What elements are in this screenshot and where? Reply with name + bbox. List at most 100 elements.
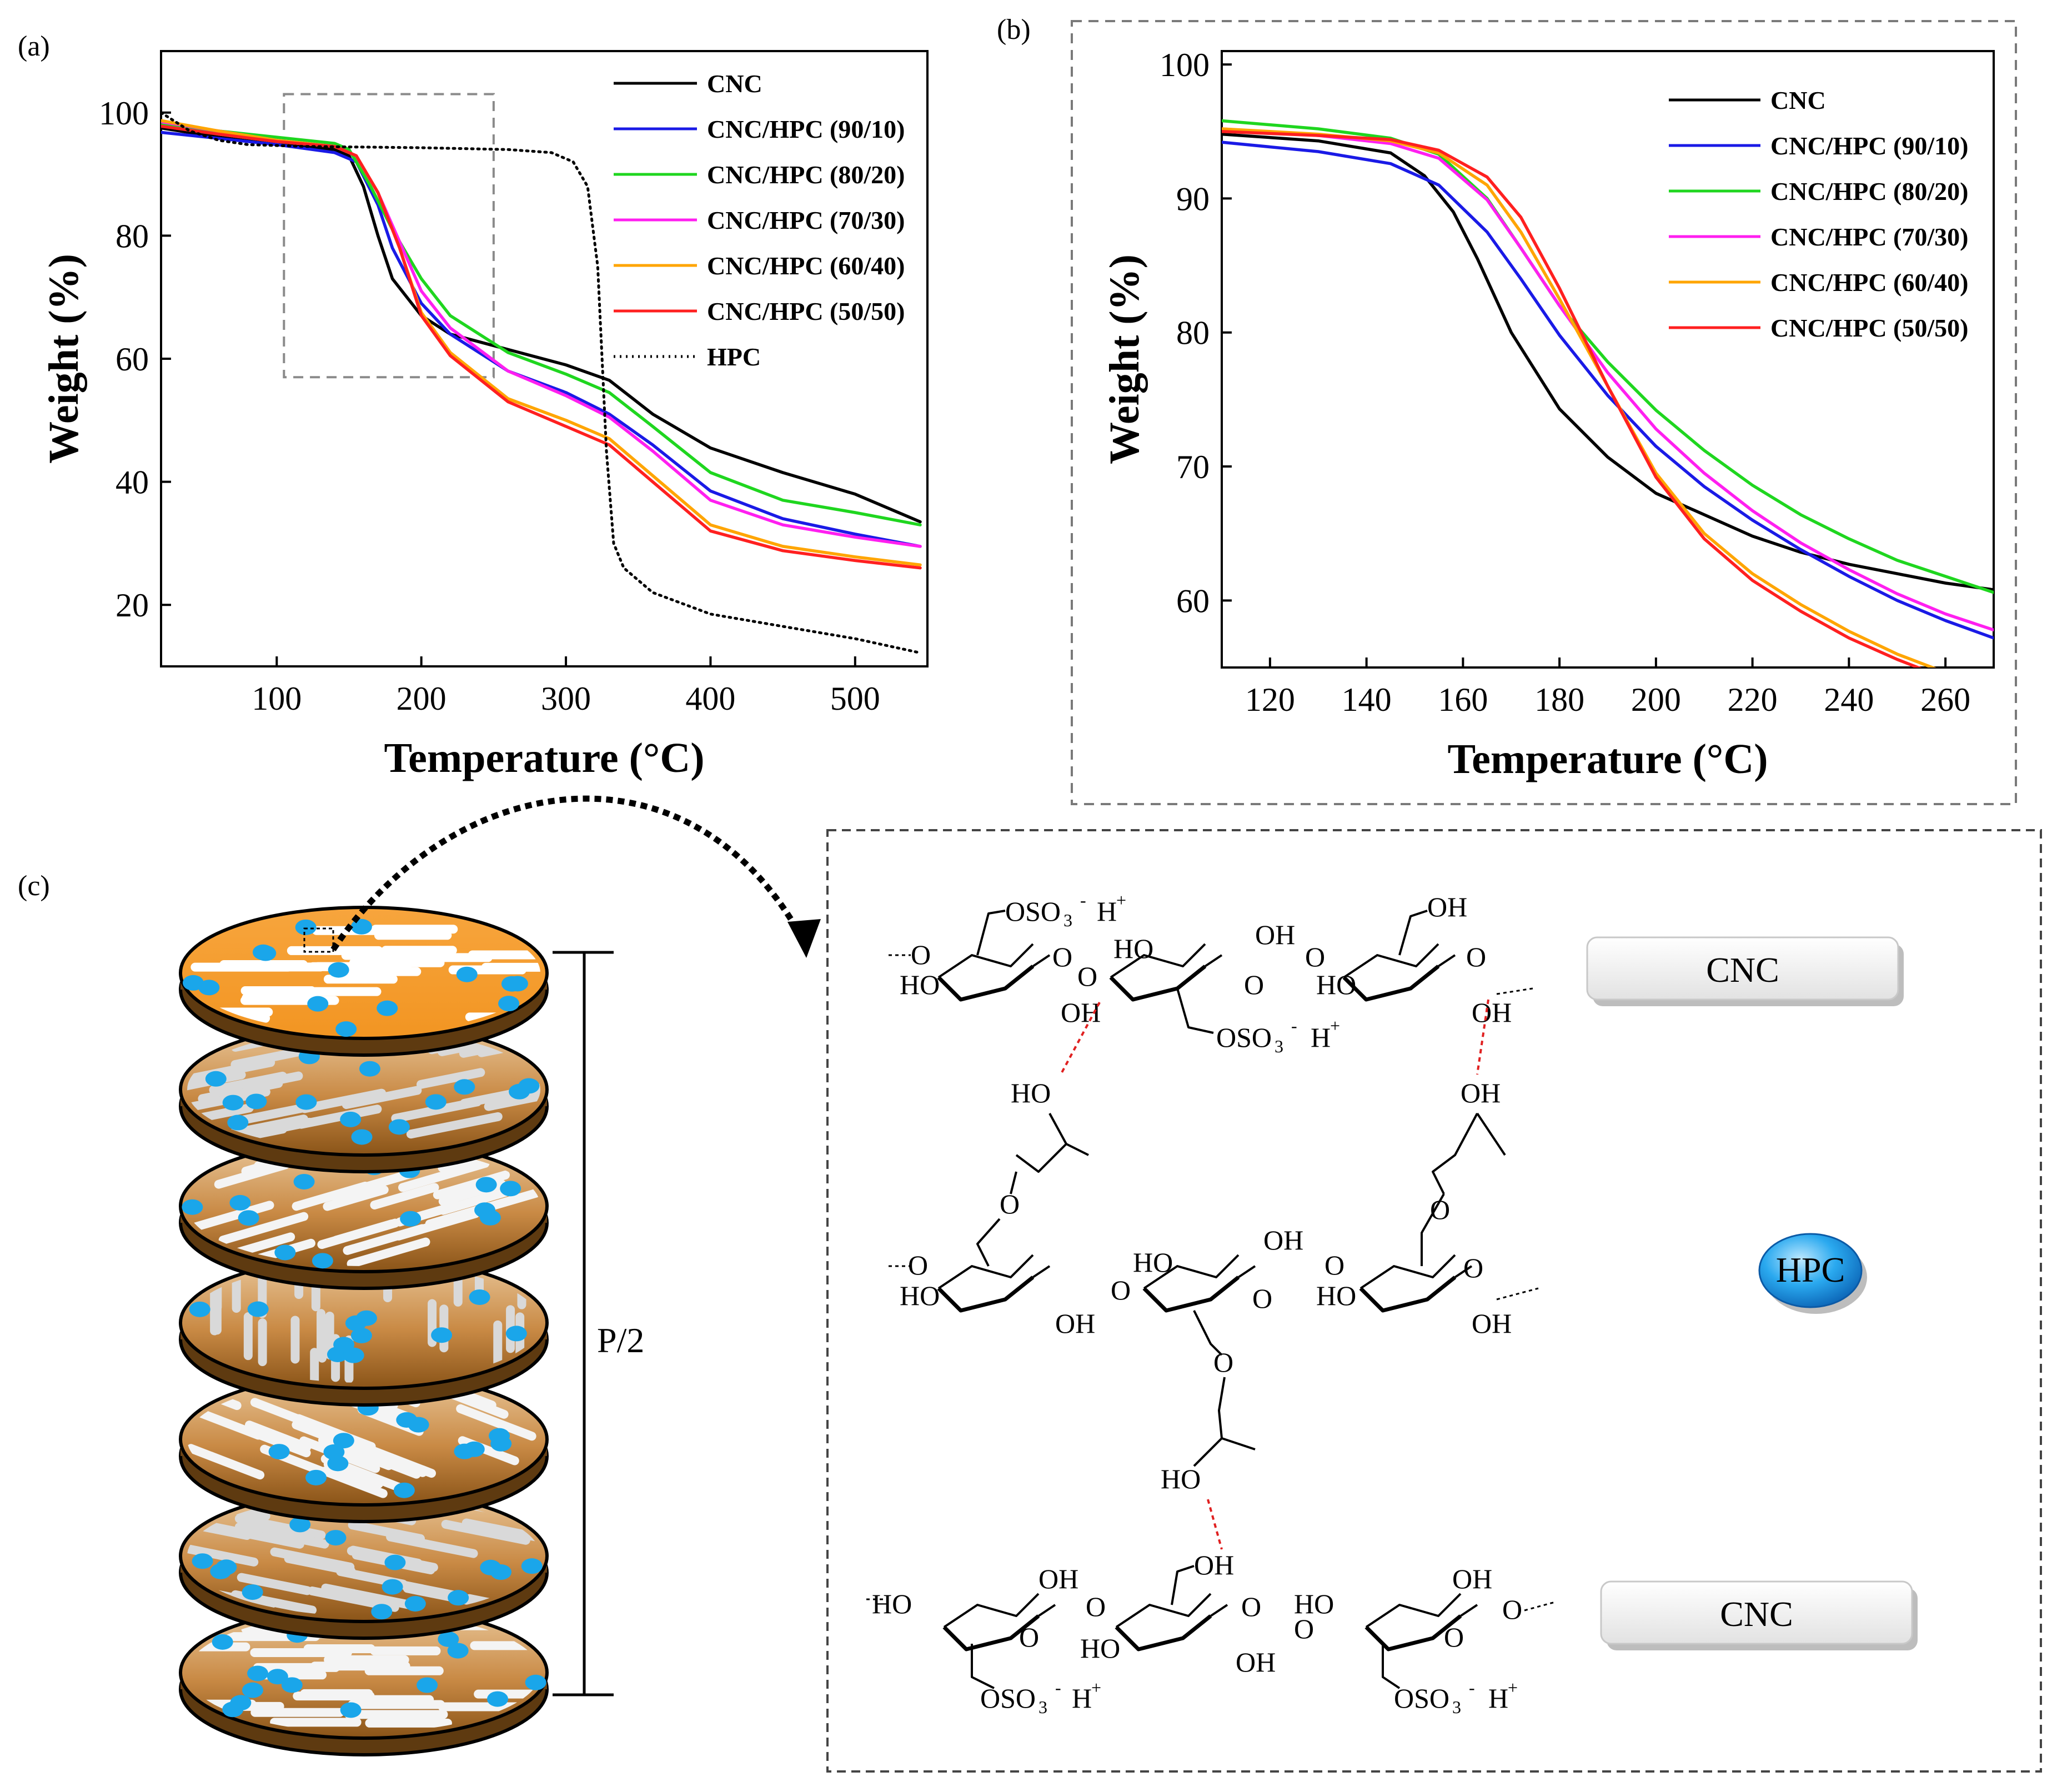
chem-oh: OH: [1263, 1224, 1303, 1256]
cnc-rod: [323, 1185, 389, 1211]
chem-ho: HO: [1080, 1633, 1120, 1664]
hpc-dot: [222, 1701, 244, 1718]
chem-o: O: [1000, 1188, 1020, 1219]
hpc-dot: [359, 1061, 380, 1077]
bond: [971, 1644, 995, 1689]
charta-x-axis-title: Temperature (°C): [384, 735, 704, 781]
chem-sup: -: [1080, 890, 1086, 910]
hpc-dot: [479, 1209, 501, 1226]
chem-oh: OH: [1452, 1563, 1492, 1594]
cnc-label-top: CNC: [1706, 950, 1779, 990]
chem-ho: HO: [1294, 1588, 1334, 1619]
chartb-y-axis-title: Weight (%): [1101, 254, 1148, 464]
bond: [1221, 1437, 1256, 1450]
hpc-dot: [222, 1095, 244, 1111]
hpc-dot: [384, 1554, 406, 1570]
cnc-rod: [187, 1070, 246, 1094]
pitch-scale-bar: P/2: [553, 951, 644, 1696]
hpc-dot: [525, 1674, 546, 1690]
cnc-legend-top: CNC: [1586, 936, 1904, 1006]
chartb-x-axis-title: Temperature (°C): [1447, 736, 1768, 782]
charta-legend-label: CNC/HPC (90/10): [707, 115, 905, 143]
layer-stack: [179, 906, 549, 1756]
chem-o-link: O: [1111, 1274, 1131, 1306]
cnc-rod: [332, 1219, 396, 1245]
chem-ho: HO: [872, 1588, 912, 1619]
cnc-rod: [250, 1398, 329, 1434]
bond: [1365, 1593, 1462, 1628]
charta-legend-label: CNC/HPC (60/40): [707, 252, 905, 280]
cnc-rod: [209, 1071, 287, 1095]
cnc-rod: [365, 1445, 437, 1478]
hpc-dot: [295, 1094, 317, 1110]
cnc-rod: [187, 1444, 265, 1480]
hpc-dot: [267, 1669, 288, 1685]
chem-sub: 3: [1452, 1697, 1461, 1717]
chem-oh: OH: [1472, 1308, 1512, 1339]
charta-series-cnc-hpc-80-20: [161, 123, 922, 526]
charta-y-axis-title: Weight (%): [41, 254, 87, 464]
stack-layer: [179, 1489, 549, 1640]
hpc-dot: [268, 1444, 290, 1460]
bond: [1359, 1254, 1456, 1289]
cnc-rod: [343, 1224, 427, 1255]
chartb-legend-label: CNC: [1770, 86, 1826, 114]
hpc-dot: [351, 1129, 373, 1145]
cnc-rod: [398, 1159, 490, 1192]
hpc-dot: [242, 1584, 263, 1600]
cnc-rod: [292, 1181, 370, 1211]
cnc-rod: [417, 1068, 485, 1089]
hpc-dot: [475, 1177, 497, 1193]
zoom-arrow: [330, 795, 808, 952]
chartb-x-tick-label: 240: [1824, 681, 1874, 718]
chartb-x-tick-label: 260: [1920, 681, 1970, 718]
cnc-rod: [386, 1532, 478, 1558]
hpc-dot: [289, 1517, 311, 1533]
charta-zoom-region: [283, 93, 495, 379]
chem-ho: HO: [1316, 1280, 1356, 1311]
chem-o-link: O: [1305, 941, 1325, 972]
cnc-label-bottom: CNC: [1720, 1594, 1793, 1634]
chem-oso3: OSO: [1216, 1022, 1272, 1053]
charta-legend-label: CNC/HPC (70/30): [707, 206, 905, 234]
cnc-rod: [484, 1087, 540, 1111]
chartb-y-tick-label: 80: [1176, 315, 1210, 352]
bond: [976, 910, 1006, 956]
zoom-source-box: [303, 927, 334, 953]
hpc-dot: [281, 1677, 303, 1693]
hpc-label: HPC: [1776, 1250, 1845, 1289]
hpc-dot: [400, 1211, 422, 1227]
cnc-rod: [188, 1406, 263, 1440]
charta-y-tick-label: 100: [99, 95, 149, 132]
hpc-legend: HPC: [1758, 1233, 1867, 1314]
hpc-dot: [350, 1327, 372, 1343]
charta-series-cnc-hpc-50-50: [161, 124, 922, 570]
chartb-legend-label: CNC/HPC (80/20): [1770, 177, 1968, 205]
chem-oso3: OSO: [1394, 1683, 1449, 1714]
charta-y-tick-label: 40: [116, 464, 149, 501]
chem-oh: OH: [1038, 1563, 1078, 1594]
cnc-rod: [230, 1047, 304, 1069]
chartb-x-tick-label: 120: [1245, 681, 1295, 718]
cnc-rod: [270, 1547, 355, 1572]
bond: [1066, 1143, 1089, 1156]
chartb-x-tick-label: 140: [1342, 681, 1392, 718]
bond: [942, 1614, 1040, 1652]
cnc-rod: [187, 1058, 275, 1084]
bond: [1476, 1112, 1506, 1156]
panel-c-label: (c): [18, 870, 50, 902]
hpc-dot: [182, 1199, 203, 1215]
chartb-x-tick-label: 160: [1438, 681, 1488, 718]
hpc-dot: [295, 919, 317, 935]
chartb-legend-label: CNC/HPC (50/50): [1770, 314, 1968, 342]
charta-x-tick-label: 500: [830, 680, 880, 717]
cnc-rod: [348, 1545, 423, 1568]
cnc-rod: [234, 1522, 329, 1549]
chem-oh: OH: [1055, 1308, 1095, 1339]
hpc-dot: [212, 1634, 233, 1650]
pitch-label: P/2: [597, 1321, 644, 1360]
chem-o-link: O: [1294, 1613, 1314, 1644]
charta-x-tick-label: 300: [541, 680, 591, 717]
